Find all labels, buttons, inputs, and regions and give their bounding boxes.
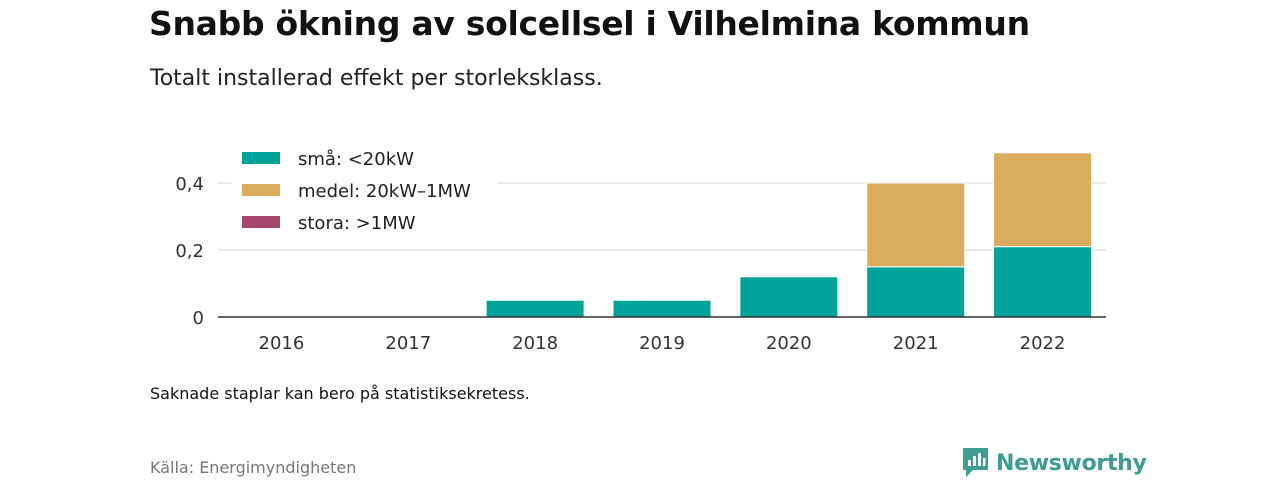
y-tick-label: 0,2 [175,241,204,262]
y-tick-label: 0 [193,308,204,329]
bar-chart: 0 0,2 0,4 2016 2017 2018 2019 2020 2021 2022 små… [175,140,1106,354]
chart-subtitle: Totalt installerad effekt per storlekskl… [150,66,603,91]
legend: små: <20kW medel: 20kW–1MW stora: >1MW [232,140,498,244]
y-tick-label: 0,4 [175,174,204,195]
bar-2021-series-1 [866,182,966,268]
source-credit: Källa: Energimyndigheten [150,458,357,477]
legend-swatch [242,216,280,228]
legend-label: medel: 20kW–1MW [298,181,471,202]
bars [485,152,1093,318]
x-tick-label: 2019 [639,333,685,354]
chart-title: Snabb ökning av solcellsel i Vilhelmina … [149,4,1030,43]
bar-2022-series-0 [993,246,1093,318]
brand-name: Newsworthy [996,450,1147,476]
newsworthy-logo: Newsworthy [962,447,1147,479]
x-axis-ticks: 2016 2017 2018 2019 2020 2021 2022 [259,333,1066,354]
legend-label: små: <20kW [298,149,414,170]
chart-speech-bubble-icon [963,448,988,477]
x-tick-label: 2021 [893,333,939,354]
x-tick-label: 2018 [512,333,558,354]
legend-swatch [242,184,280,196]
bar-2020-series-0 [739,276,839,318]
bar-2022-series-1 [993,152,1093,248]
chart-note: Saknade staplar kan bero på statistiksek… [150,384,530,403]
legend-swatch [242,152,280,164]
bar-2018-series-0 [485,299,585,318]
x-tick-label: 2016 [259,333,305,354]
legend-label: stora: >1MW [298,213,416,234]
y-axis-ticks: 0 0,2 0,4 [175,174,204,329]
x-tick-label: 2020 [766,333,812,354]
bar-2021-series-0 [866,266,966,318]
bar-2019-series-0 [612,299,712,318]
x-tick-label: 2017 [385,333,431,354]
x-tick-label: 2022 [1020,333,1066,354]
